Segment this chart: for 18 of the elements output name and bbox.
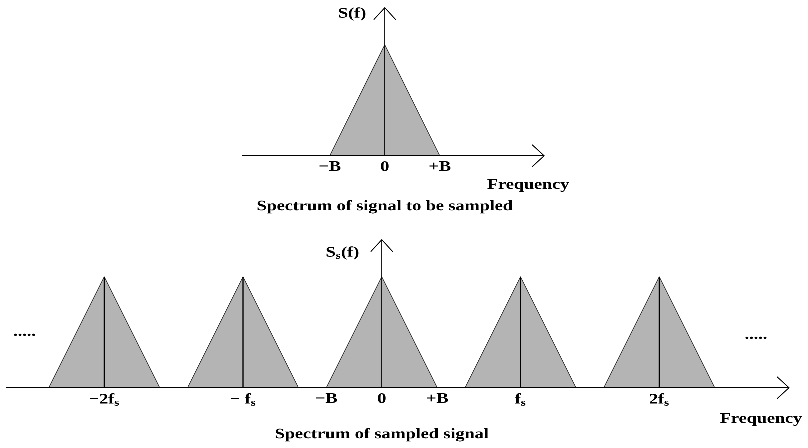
x-tick-label: −B	[316, 394, 338, 404]
x-tick-label: −B	[320, 162, 341, 172]
x-tick-label: f$_{s}$	[515, 394, 526, 406]
y-axis-title: S$_{s}$(f)	[326, 246, 359, 260]
x-tick-label: −2f$_{s}$	[90, 394, 120, 406]
text: Spectrum of sampled signal	[276, 428, 489, 442]
x-axis-title: Frequency	[720, 414, 802, 426]
x-tick-label: − f$_{s}$	[231, 394, 256, 406]
annotation: .....	[14, 334, 36, 336]
x-axis-title: Frequency	[488, 180, 570, 192]
x-tick-label: 2f$_{s}$	[650, 394, 669, 406]
text: .....	[746, 336, 767, 340]
y-axis-title: S(f)	[339, 8, 366, 21]
x-tick-label: +B	[430, 162, 451, 172]
x-tick-label: +B	[427, 394, 448, 404]
text: Spectrum of signal to be sampled	[258, 200, 513, 214]
x-tick-label: 0	[381, 162, 389, 172]
x-tick-label: 0	[378, 394, 386, 404]
